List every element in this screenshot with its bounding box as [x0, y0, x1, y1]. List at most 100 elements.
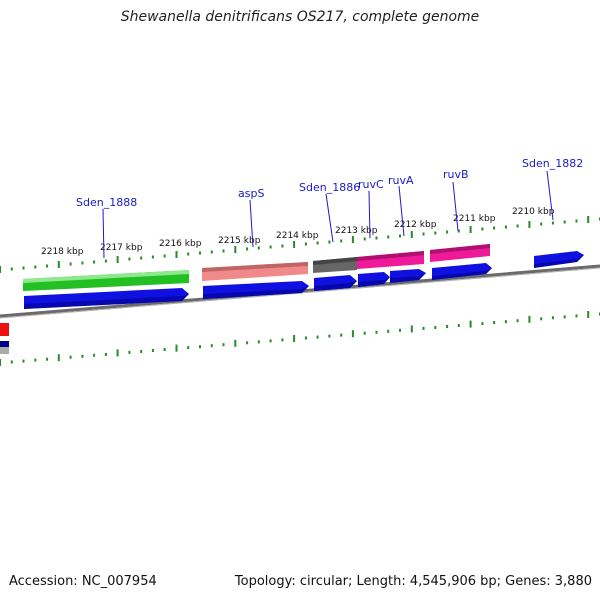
- minor-tick: [199, 345, 201, 349]
- outer-tick-track: [0, 216, 600, 273]
- minor-tick: [328, 334, 331, 338]
- minor-tick: [69, 355, 72, 359]
- map-title: Shewanella denitrificans OS217, complete…: [120, 9, 480, 25]
- major-tick: [57, 354, 60, 362]
- minor-tick: [187, 252, 190, 256]
- major-tick: [410, 231, 413, 238]
- minor-tick: [516, 319, 519, 323]
- major-tick: [293, 241, 296, 248]
- minor-tick: [457, 229, 460, 233]
- major-tick: [469, 320, 472, 328]
- major-tick: [587, 216, 590, 223]
- minor-tick: [375, 236, 378, 240]
- minor-tick: [269, 339, 272, 343]
- major-tick: [175, 251, 178, 258]
- minor-tick: [128, 350, 131, 354]
- major-tick: [587, 311, 590, 318]
- minor-tick: [93, 260, 96, 264]
- major-tick: [528, 221, 531, 228]
- minor-tick: [151, 349, 154, 352]
- kbp-label: 2217 kbp: [100, 243, 143, 253]
- minor-tick: [257, 340, 260, 344]
- minor-tick: [575, 314, 578, 318]
- minor-tick: [304, 242, 307, 246]
- gene-label-sden-1886[interactable]: Sden_1886: [299, 181, 360, 194]
- gene-label-asps[interactable]: aspS: [238, 187, 264, 200]
- minor-tick: [504, 320, 507, 324]
- inner-tick-track: [0, 311, 600, 366]
- major-tick: [234, 246, 237, 253]
- minor-tick: [481, 322, 484, 326]
- minor-tick: [104, 352, 107, 356]
- gene-label-sden-1888[interactable]: Sden_1888: [76, 196, 137, 209]
- minor-tick: [151, 255, 154, 259]
- minor-tick: [540, 317, 543, 321]
- minor-tick: [246, 341, 249, 345]
- minor-tick: [422, 232, 425, 236]
- major-tick: [410, 325, 413, 333]
- edge-feature-blue: [0, 341, 9, 347]
- minor-tick: [363, 331, 366, 335]
- minor-tick: [399, 234, 401, 238]
- minor-tick: [399, 328, 401, 332]
- minor-tick: [316, 335, 319, 339]
- genome-summary-text: Topology: circular; Length: 4,545,906 bp…: [234, 574, 592, 589]
- kbp-label: 2218 kbp: [41, 247, 84, 257]
- minor-tick: [69, 262, 72, 266]
- minor-tick: [281, 244, 284, 248]
- minor-tick: [434, 231, 437, 235]
- kbp-label: 2211 kbp: [453, 214, 496, 224]
- minor-tick: [222, 249, 225, 253]
- minor-tick: [222, 343, 225, 347]
- minor-tick: [81, 261, 84, 265]
- accession-text: Accession: NC_007954: [9, 574, 157, 589]
- major-tick: [175, 344, 178, 352]
- minor-tick: [387, 235, 390, 239]
- kbp-label: 2214 kbp: [276, 231, 319, 241]
- major-tick: [469, 226, 472, 233]
- minor-tick: [493, 321, 496, 325]
- major-tick: [57, 261, 60, 268]
- minor-tick: [163, 254, 166, 258]
- minor-tick: [199, 251, 201, 255]
- minor-tick: [504, 225, 507, 229]
- major-tick: [293, 335, 296, 342]
- minor-tick: [187, 346, 190, 350]
- minor-tick: [493, 226, 496, 230]
- major-tick: [0, 266, 1, 273]
- minor-tick: [163, 348, 166, 351]
- minor-tick: [140, 350, 143, 353]
- minor-tick: [563, 315, 566, 319]
- minor-tick: [210, 250, 213, 254]
- gene-label-sden-1882[interactable]: Sden_1882: [522, 157, 583, 170]
- minor-tick: [140, 256, 143, 260]
- minor-tick: [363, 237, 366, 241]
- major-tick: [116, 349, 119, 357]
- minor-tick: [304, 336, 307, 340]
- minor-tick: [422, 326, 425, 330]
- minor-tick: [551, 316, 554, 320]
- gene-feature-track: [23, 244, 490, 291]
- minor-tick: [540, 222, 543, 226]
- minor-tick: [387, 329, 390, 333]
- gene-label-ruvb[interactable]: ruvB: [443, 168, 469, 181]
- minor-tick: [551, 221, 554, 225]
- edge-feature-red: [0, 323, 9, 336]
- minor-tick: [246, 247, 249, 251]
- gene-labels: [102, 170, 554, 259]
- minor-tick: [328, 240, 331, 244]
- kbp-label: 2215 kbp: [218, 236, 261, 246]
- minor-tick: [34, 358, 37, 362]
- major-tick: [528, 315, 531, 323]
- minor-tick: [434, 326, 437, 329]
- gene-label-ruva[interactable]: ruvA: [388, 174, 414, 187]
- minor-tick: [281, 338, 284, 342]
- kbp-label: 2213 kbp: [335, 226, 378, 236]
- minor-tick: [269, 245, 272, 249]
- minor-tick: [128, 257, 131, 261]
- minor-tick: [93, 353, 96, 357]
- cds-track: [24, 251, 584, 309]
- minor-tick: [446, 230, 449, 234]
- gene-label-ruvc[interactable]: ruvC: [358, 178, 384, 191]
